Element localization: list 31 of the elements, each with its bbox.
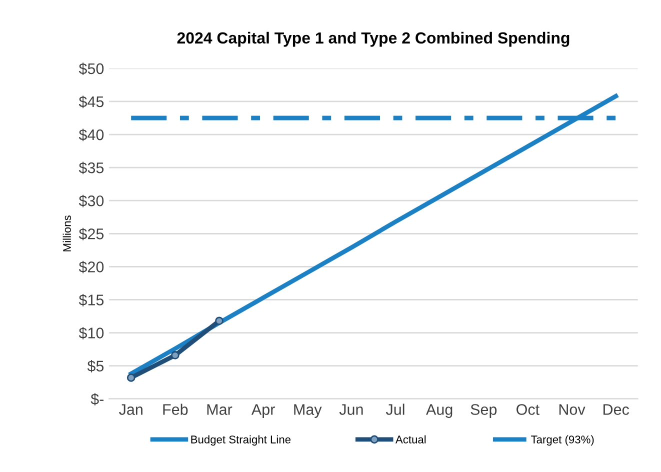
y-tick-label: $50 [78,62,104,76]
x-tick-label: Aug [426,404,452,418]
y-tick-label: $45 [78,96,104,108]
x-tick-label: May [294,404,322,418]
point [126,374,136,382]
legend-label: Actual [395,435,426,444]
y-tick-label: $5 [87,360,104,372]
chart-title: 2024 Capital Type 1 and Type 2 Combined Spending [177,32,570,47]
x-tick-label: Nov [559,404,586,415]
x-tick-label: Sep [470,404,497,418]
x-tick-label: Feb [163,404,188,415]
y-tick-label: $- [90,393,104,406]
point [171,351,180,360]
y-tick-label: $25 [78,228,104,240]
legend-label: Budget Straight Line [191,435,291,446]
x-tick-label: Jul [386,404,404,415]
y-tick-label: $30 [78,194,104,208]
x-tick-label: Dec [604,404,630,415]
y-tick-label: $35 [78,162,104,174]
legend-label: Target (93%) [531,435,594,446]
x-tick-label: Oct [516,404,540,415]
x-tick-label: Mar [207,404,232,415]
y-tick-label: $20 [78,260,104,274]
y-axis-title: Millions [62,216,71,252]
y-tick-label: $15 [78,294,104,306]
x-tick-label: Jun [339,404,363,415]
x-tick-label: Apr [251,404,275,418]
y-tick-label: $40 [78,128,104,142]
y-tick-label: $10 [78,326,104,340]
point [215,316,224,326]
x-tick-label: Jan [119,404,142,415]
